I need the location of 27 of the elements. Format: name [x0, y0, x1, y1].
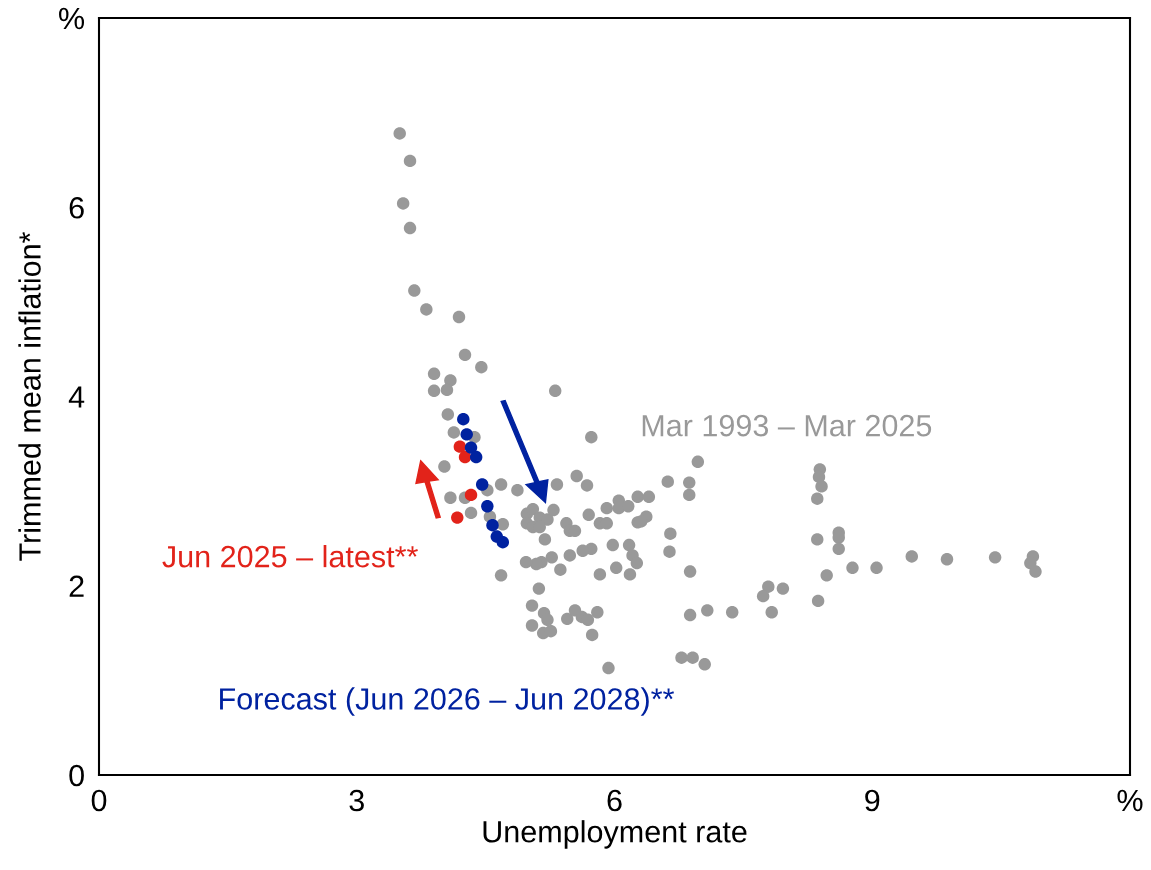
x-tick-label: 3 — [349, 789, 364, 812]
x-tick-label: 0 — [91, 789, 107, 812]
text: Forecast (Jun 2026 – Jun 2028)** — [220, 687, 675, 716]
point — [458, 450, 472, 464]
y-axis-title: Trimmed mean inflation* — [18, 231, 41, 561]
x-tick-label: % — [1117, 789, 1143, 812]
x-tick-label: 6 — [607, 789, 622, 812]
y-tick-label: 0 — [69, 764, 84, 787]
x-axis-title: Unemployment rate — [483, 820, 747, 849]
x-tick-label: 9 — [865, 789, 880, 812]
point — [475, 478, 489, 491]
point — [496, 536, 510, 549]
point — [457, 413, 470, 426]
point — [464, 488, 478, 502]
point — [486, 518, 499, 532]
series-label: Mar 1993 – Mar 2025 — [642, 414, 932, 437]
y-tick-label: 6 — [69, 196, 84, 219]
point — [460, 428, 473, 441]
point — [453, 440, 467, 453]
y-tick-label: % — [59, 7, 85, 30]
point — [451, 511, 464, 524]
point — [469, 450, 483, 464]
y-tick-label: 4 — [68, 386, 85, 408]
legend-label: Jun 2025 – latest** — [162, 545, 418, 568]
y-tick-label: 2 — [69, 575, 84, 597]
point — [464, 441, 478, 454]
point — [481, 500, 494, 513]
